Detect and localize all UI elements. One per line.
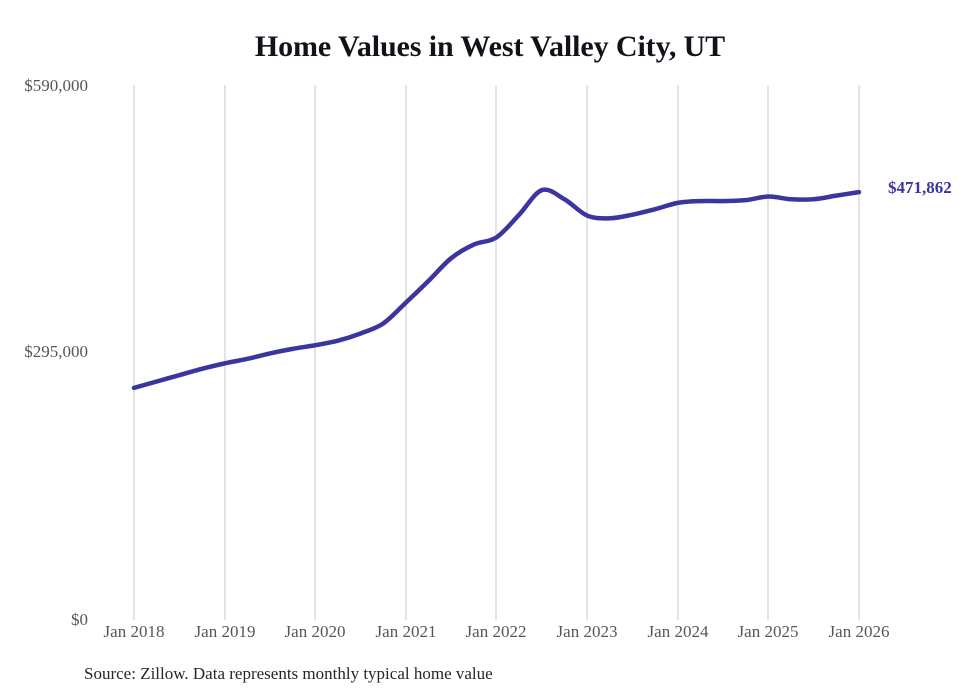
x-axis-tick-label-jan-2022: Jan 2022 <box>465 622 527 641</box>
x-axis-tick-label-jan-2023: Jan 2023 <box>556 622 618 641</box>
x-axis-tick-label-jan-2021: Jan 2021 <box>375 622 437 641</box>
x-axis-tick-label-jan-2020: Jan 2020 <box>284 622 346 641</box>
plot-svg <box>131 85 862 620</box>
x-axis-tick-label-jan-2025: Jan 2025 <box>737 622 799 641</box>
plot-area <box>100 85 880 620</box>
chart-title: Home Values in West Valley City, UT <box>254 30 726 63</box>
x-axis-tick-label-jan-2024: Jan 2024 <box>647 622 709 641</box>
y-axis-tick-label-top: $590,000 <box>24 76 88 95</box>
line-series-typical-home-value <box>131 187 862 391</box>
x-axis-tick-label-jan-2018: Jan 2018 <box>103 622 165 641</box>
x-axis-tick-label-jan-2019: Jan 2019 <box>194 622 256 641</box>
end-value-annotation: $471,862 <box>888 178 952 197</box>
y-axis-tick-label-mid: $295,000 <box>24 342 88 361</box>
x-axis-tick-label-jan-2026: Jan 2026 <box>828 622 890 641</box>
y-axis-tick-label-bottom: $0 <box>71 610 88 629</box>
x-gridlines <box>133 85 860 620</box>
chart-source-note: Source: Zillow. Data represents monthly … <box>84 664 493 683</box>
